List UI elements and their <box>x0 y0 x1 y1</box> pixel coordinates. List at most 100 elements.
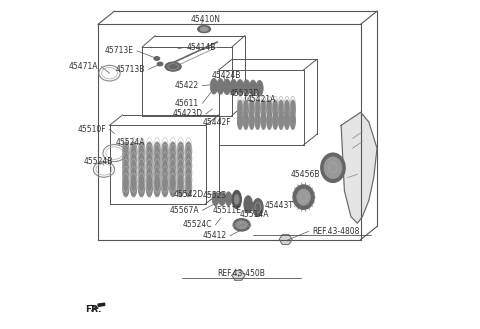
Text: 45611: 45611 <box>175 99 199 108</box>
Ellipse shape <box>267 112 272 129</box>
Text: 45471A: 45471A <box>69 62 98 71</box>
Ellipse shape <box>256 80 263 96</box>
Ellipse shape <box>178 164 184 183</box>
Ellipse shape <box>243 80 250 95</box>
Ellipse shape <box>219 192 225 206</box>
Ellipse shape <box>131 164 137 183</box>
Ellipse shape <box>249 100 254 118</box>
Text: 45567A: 45567A <box>169 206 199 215</box>
Ellipse shape <box>162 171 168 190</box>
Polygon shape <box>279 235 292 244</box>
Ellipse shape <box>138 171 145 190</box>
Ellipse shape <box>122 164 129 183</box>
Ellipse shape <box>234 194 239 204</box>
Ellipse shape <box>162 164 168 183</box>
Ellipse shape <box>154 57 160 61</box>
Ellipse shape <box>217 79 224 94</box>
Text: 45524A: 45524A <box>116 138 145 147</box>
Ellipse shape <box>154 142 160 161</box>
Ellipse shape <box>249 112 254 129</box>
Ellipse shape <box>169 156 176 175</box>
Ellipse shape <box>146 164 153 183</box>
Ellipse shape <box>154 171 160 190</box>
Ellipse shape <box>253 199 263 216</box>
Text: 45423D: 45423D <box>172 110 203 118</box>
Ellipse shape <box>273 112 278 129</box>
Ellipse shape <box>154 149 160 168</box>
Ellipse shape <box>185 142 192 161</box>
Ellipse shape <box>297 189 311 205</box>
Ellipse shape <box>146 156 153 175</box>
Ellipse shape <box>238 100 242 118</box>
Ellipse shape <box>146 149 153 168</box>
Text: 45713E: 45713E <box>105 46 134 56</box>
Ellipse shape <box>146 171 153 190</box>
Ellipse shape <box>236 221 247 229</box>
Ellipse shape <box>122 142 129 161</box>
Text: 45511E: 45511E <box>213 206 241 215</box>
Ellipse shape <box>138 164 145 183</box>
Text: 45523: 45523 <box>203 191 227 200</box>
Ellipse shape <box>198 26 211 33</box>
Ellipse shape <box>237 80 243 95</box>
Text: 45410N: 45410N <box>191 15 221 24</box>
Ellipse shape <box>324 157 342 179</box>
Ellipse shape <box>131 156 137 175</box>
Ellipse shape <box>154 178 160 197</box>
Ellipse shape <box>290 100 296 118</box>
Ellipse shape <box>138 178 145 197</box>
Ellipse shape <box>138 156 145 175</box>
Ellipse shape <box>165 62 181 71</box>
Ellipse shape <box>230 79 237 95</box>
Ellipse shape <box>157 62 163 66</box>
Text: FR.: FR. <box>85 305 102 314</box>
Ellipse shape <box>122 171 129 190</box>
Ellipse shape <box>146 142 153 161</box>
Text: 45412: 45412 <box>203 231 227 240</box>
Ellipse shape <box>146 178 153 197</box>
Ellipse shape <box>210 78 217 94</box>
Ellipse shape <box>169 178 176 197</box>
Ellipse shape <box>244 196 252 213</box>
Ellipse shape <box>255 112 260 129</box>
Ellipse shape <box>162 142 168 161</box>
Ellipse shape <box>169 164 176 183</box>
Text: 45523D: 45523D <box>230 89 260 98</box>
Ellipse shape <box>243 100 249 118</box>
Ellipse shape <box>278 112 284 129</box>
Ellipse shape <box>178 156 184 175</box>
Ellipse shape <box>131 149 137 168</box>
Ellipse shape <box>232 190 241 208</box>
Ellipse shape <box>185 178 192 197</box>
Ellipse shape <box>122 178 129 197</box>
Ellipse shape <box>273 100 278 118</box>
Ellipse shape <box>250 80 257 96</box>
Ellipse shape <box>243 112 249 129</box>
Ellipse shape <box>233 219 250 231</box>
Text: 45542D: 45542D <box>174 190 204 199</box>
Ellipse shape <box>255 100 260 118</box>
Ellipse shape <box>267 100 272 118</box>
Ellipse shape <box>131 178 137 197</box>
Ellipse shape <box>185 156 192 175</box>
Ellipse shape <box>131 142 137 161</box>
Text: 45443T: 45443T <box>265 201 294 210</box>
Ellipse shape <box>169 142 176 161</box>
Ellipse shape <box>178 171 184 190</box>
Ellipse shape <box>185 171 192 190</box>
Text: 45424B: 45424B <box>212 71 241 80</box>
Ellipse shape <box>293 185 314 209</box>
Ellipse shape <box>238 112 242 129</box>
Ellipse shape <box>284 112 289 129</box>
Ellipse shape <box>162 178 168 197</box>
Ellipse shape <box>223 79 230 95</box>
Polygon shape <box>98 303 105 306</box>
Text: 45510F: 45510F <box>78 125 106 134</box>
Ellipse shape <box>185 164 192 183</box>
Text: 45713B: 45713B <box>116 65 145 74</box>
Ellipse shape <box>212 192 219 206</box>
Ellipse shape <box>321 153 345 183</box>
Ellipse shape <box>185 149 192 168</box>
Text: 45442F: 45442F <box>203 118 231 127</box>
Ellipse shape <box>162 156 168 175</box>
